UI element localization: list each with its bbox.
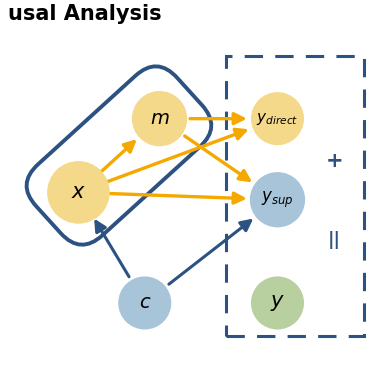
Circle shape xyxy=(132,91,187,146)
Text: ||: || xyxy=(328,231,341,249)
Text: $\mathit{m}$: $\mathit{m}$ xyxy=(150,109,169,128)
Text: $\mathit{y}$: $\mathit{y}$ xyxy=(270,293,285,313)
Text: $\mathit{y}_{direct}$: $\mathit{y}_{direct}$ xyxy=(256,111,299,127)
Text: +: + xyxy=(326,151,344,171)
Text: $\mathit{x}$: $\mathit{x}$ xyxy=(71,182,86,202)
Circle shape xyxy=(118,276,171,330)
Circle shape xyxy=(251,92,304,145)
Text: $\mathit{y}_{sup}$: $\mathit{y}_{sup}$ xyxy=(261,190,294,210)
Circle shape xyxy=(47,161,110,224)
Text: $\mathit{c}$: $\mathit{c}$ xyxy=(139,293,151,312)
Text: usal Analysis: usal Analysis xyxy=(8,4,162,24)
Circle shape xyxy=(250,172,305,228)
Circle shape xyxy=(251,276,304,330)
